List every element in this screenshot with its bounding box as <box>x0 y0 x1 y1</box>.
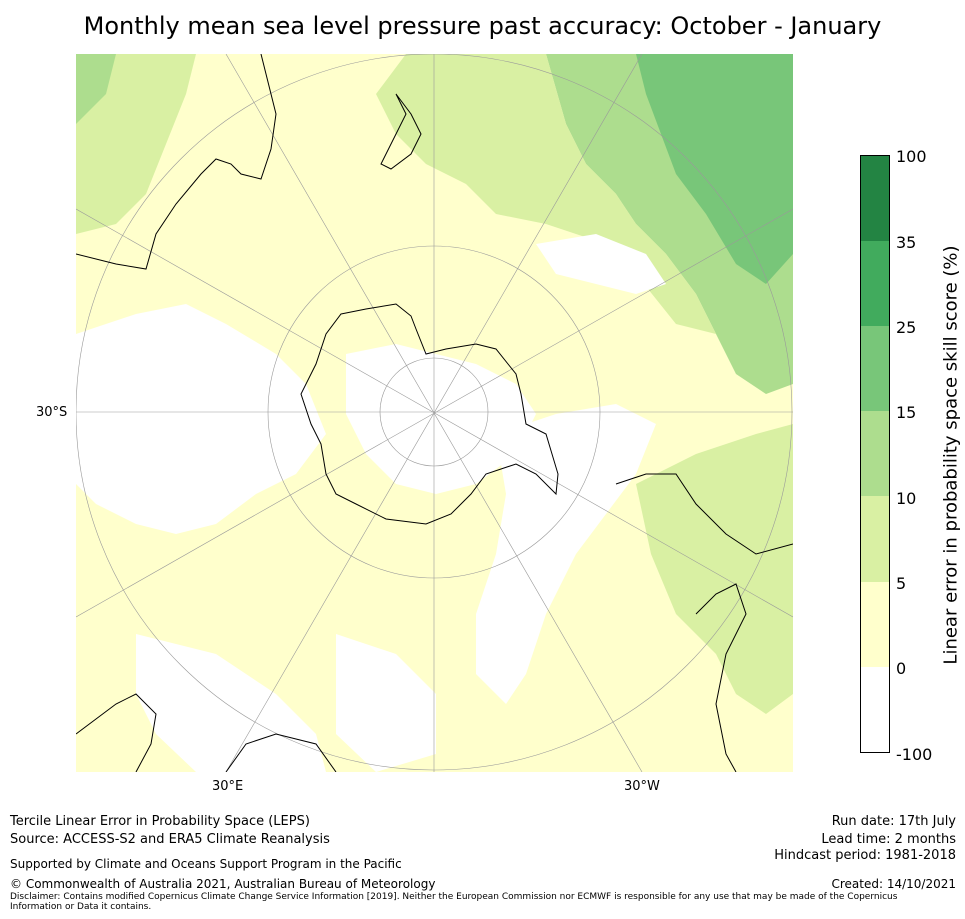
skill-negative-south <box>136 634 326 772</box>
coastline-madagascar <box>225 733 337 772</box>
run-date: Run date: 17th July <box>831 814 956 829</box>
coastline-south-america <box>615 473 793 555</box>
colorbar-tick-25: 25 <box>896 318 917 337</box>
skill-negative-west <box>76 304 326 534</box>
skill-negative-center <box>346 344 536 494</box>
colorbar-swatch-neg <box>860 667 890 753</box>
colorbar-tick-100: 100 <box>896 147 927 166</box>
colorbar-swatch-5-10 <box>860 496 890 582</box>
skill-5-10-region-se <box>636 424 793 714</box>
skill-15-25-region <box>636 54 793 284</box>
hindcast-period: Hindcast period: 1981-2018 <box>774 848 956 863</box>
colorbar-swatch-35-100 <box>860 155 890 241</box>
colorbar-tick-0: 0 <box>896 659 907 678</box>
colorbar-tick-10: 10 <box>896 489 917 508</box>
colorbar-tick-35: 35 <box>896 233 917 252</box>
colorbar-tick-neg100: -100 <box>896 745 933 764</box>
skill-5-10-region-nw <box>76 54 196 234</box>
colorbar-swatch-10-15 <box>860 411 890 496</box>
footer-source: Source: ACCESS-S2 and ERA5 Climate Reana… <box>10 832 330 847</box>
polar-map <box>76 54 793 772</box>
colorbar-title: Linear error in probability space skill … <box>940 245 962 665</box>
colorbar <box>860 155 890 753</box>
coastline-south-america-2 <box>695 583 747 772</box>
lat-label-30s: 30°S <box>36 405 68 420</box>
footer-method: Tercile Linear Error in Probability Spac… <box>10 814 310 829</box>
created-date: Created: 14/10/2021 <box>831 877 956 891</box>
footer-disclaimer: Disclaimer: Contains modified Copernicus… <box>10 892 898 912</box>
skill-negative-east <box>536 234 666 294</box>
coastline-australia <box>76 54 277 270</box>
colorbar-swatch-0-5 <box>860 582 890 667</box>
coastline-antarctica <box>300 303 559 525</box>
lead-time: Lead time: 2 months <box>821 832 956 847</box>
colorbar-tick-5: 5 <box>896 574 907 593</box>
coastlines <box>76 54 793 772</box>
footer-support: Supported by Climate and Oceans Support … <box>10 857 402 871</box>
footer-copyright: © Commonwealth of Australia 2021, Austra… <box>10 877 436 891</box>
lon-label-30e: 30°E <box>212 779 244 794</box>
colorbar-swatch-15-25 <box>860 326 890 411</box>
coastline-new-zealand <box>380 93 422 170</box>
graticule <box>76 54 793 772</box>
skill-negative-south2 <box>336 634 436 772</box>
colorbar-swatch-25-35 <box>860 241 890 326</box>
colorbar-tick-15: 15 <box>896 403 917 422</box>
skill-10-15-region-nw <box>76 54 116 124</box>
skill-negative-southeast <box>476 404 656 704</box>
map-title: Monthly mean sea level pressure past acc… <box>83 12 882 40</box>
coastline-africa <box>76 693 157 772</box>
lon-label-30w: 30°W <box>624 779 660 794</box>
